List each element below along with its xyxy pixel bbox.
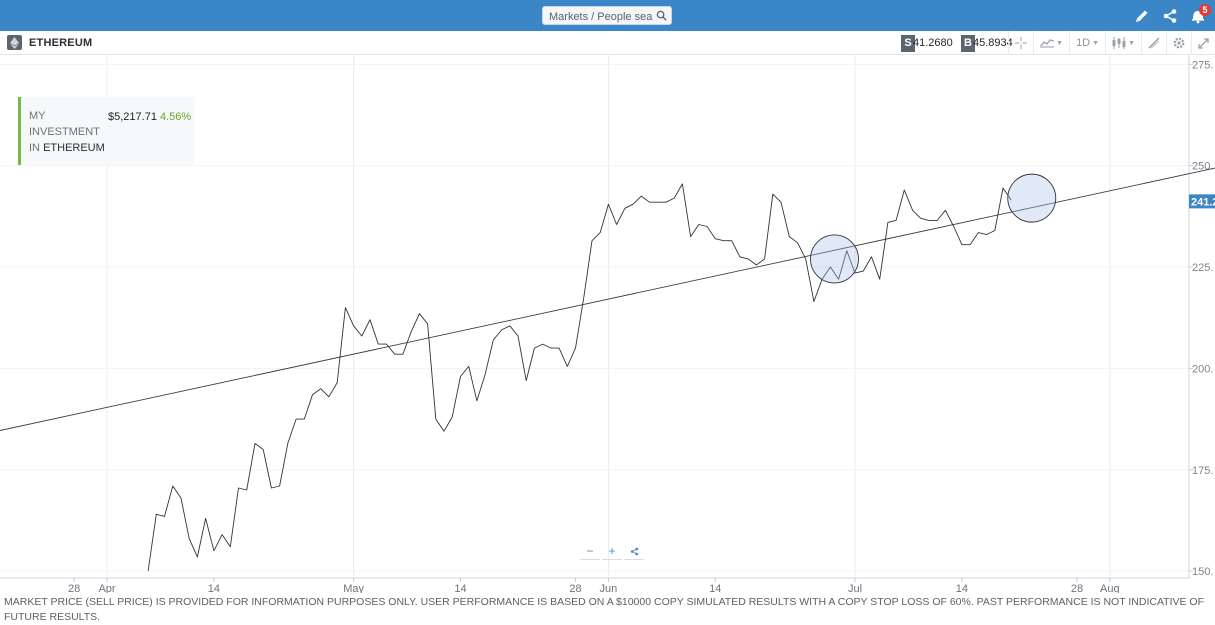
buy-tag: B bbox=[961, 34, 975, 52]
draw-tool[interactable] bbox=[1141, 31, 1166, 55]
chart-canvas[interactable]: 275.250.225.200.175.150.28 Apr 14 May 14 28 Ju… bbox=[0, 55, 1215, 593]
zoom-in-button[interactable]: + bbox=[602, 543, 622, 560]
y-tick-label: 275. bbox=[1192, 59, 1213, 71]
chart-toolbar: ▼ 1D ▼ ▼ bbox=[1008, 31, 1215, 55]
chart-type-icon bbox=[1040, 39, 1055, 48]
x-tick-label: 14 bbox=[454, 583, 466, 593]
x-tick-label: 14 bbox=[709, 583, 721, 593]
share-icon[interactable] bbox=[1161, 7, 1179, 25]
ethereum-logo-icon bbox=[7, 35, 22, 50]
x-tick-label: May bbox=[343, 583, 364, 593]
top-header: 5 bbox=[0, 0, 1215, 31]
x-tick-label: 28 bbox=[569, 583, 581, 593]
sell-price: 41.2680 bbox=[913, 37, 953, 49]
settings-tool[interactable] bbox=[1166, 31, 1191, 55]
x-tick-label: 28 bbox=[1071, 583, 1083, 593]
annotation-circle[interactable] bbox=[810, 234, 859, 284]
investment-value: $5,217.71 4.56% bbox=[108, 111, 191, 123]
settings-icon bbox=[1173, 37, 1185, 49]
notification-icon[interactable]: 5 bbox=[1189, 3, 1211, 25]
x-tick-label: Jun bbox=[600, 583, 618, 593]
instrument-name: ETHEREUM bbox=[29, 37, 93, 49]
x-tick-label: Apr bbox=[98, 583, 115, 593]
investment-label: MY INVESTMENT IN ETHEREUM bbox=[29, 110, 105, 154]
chart-share-button[interactable] bbox=[624, 543, 644, 560]
y-tick-label: 175. bbox=[1192, 465, 1213, 477]
disclaimer-text: MARKET PRICE (SELL PRICE) IS PROVIDED FO… bbox=[4, 596, 1204, 623]
chart-type-tool[interactable]: ▼ bbox=[1033, 31, 1069, 55]
x-tick-label: Aug bbox=[1100, 583, 1120, 593]
disclaimer-footer: MARKET PRICE (SELL PRICE) IS PROVIDED FO… bbox=[0, 593, 1215, 625]
search-input[interactable] bbox=[543, 8, 655, 26]
candles-tool[interactable]: ▼ bbox=[1105, 31, 1141, 55]
notification-badge: 5 bbox=[1199, 3, 1211, 16]
fullscreen-tool[interactable] bbox=[1191, 31, 1215, 55]
timeframe-selector[interactable]: 1D ▼ bbox=[1069, 31, 1105, 55]
current-price-marker bbox=[1189, 194, 1215, 209]
trend-line[interactable] bbox=[0, 167, 1215, 440]
candles-icon bbox=[1112, 37, 1126, 49]
crosshair-tool[interactable] bbox=[1008, 31, 1033, 55]
fullscreen-icon bbox=[1198, 37, 1209, 49]
price-series-line bbox=[147, 183, 1012, 572]
buy-price-box[interactable]: B 45.8934 bbox=[961, 34, 1013, 52]
price-chart[interactable]: 275. 250. 225. 200. 175. 150. 28 Apr 14 May 14 28 Ju… bbox=[0, 55, 1215, 593]
current-price-label: 241.2 bbox=[1191, 196, 1215, 208]
share-icon bbox=[630, 547, 638, 555]
buy-price: 45.8934 bbox=[973, 37, 1013, 49]
investment-amount: $5,217.71 bbox=[108, 111, 157, 123]
sell-tag: S bbox=[901, 34, 915, 52]
investment-change: 4.56% bbox=[159, 111, 192, 123]
y-tick-label: 200. bbox=[1192, 363, 1213, 375]
instrument-bar: ETHEREUM S 41.2680 B 45.8934 ▼ 1D ▼ ▼ bbox=[0, 31, 1215, 55]
x-tick-label: 28 bbox=[68, 583, 80, 593]
x-tick-label: Jul bbox=[848, 583, 862, 593]
my-investment-panel: MY INVESTMENT IN ETHEREUM $5,217.71 4.56% bbox=[18, 97, 194, 165]
y-tick-label: 150. bbox=[1192, 566, 1213, 578]
zoom-out-button[interactable]: − bbox=[580, 543, 600, 560]
search-box[interactable] bbox=[542, 6, 672, 26]
y-tick-label: 225. bbox=[1192, 262, 1213, 274]
annotation-circle[interactable] bbox=[1007, 173, 1057, 223]
x-tick-label: 14 bbox=[956, 583, 968, 593]
crosshair-icon bbox=[1015, 37, 1028, 49]
search-icon[interactable] bbox=[656, 10, 667, 21]
timeframe-label: 1D bbox=[1076, 37, 1091, 49]
edit-icon[interactable] bbox=[1133, 7, 1151, 25]
x-tick-label: 14 bbox=[208, 583, 220, 593]
header-actions: 5 bbox=[1133, 3, 1211, 26]
sell-price-box[interactable]: S 41.2680 bbox=[901, 34, 953, 52]
zoom-controls: − + bbox=[580, 543, 646, 560]
draw-icon bbox=[1148, 37, 1160, 49]
